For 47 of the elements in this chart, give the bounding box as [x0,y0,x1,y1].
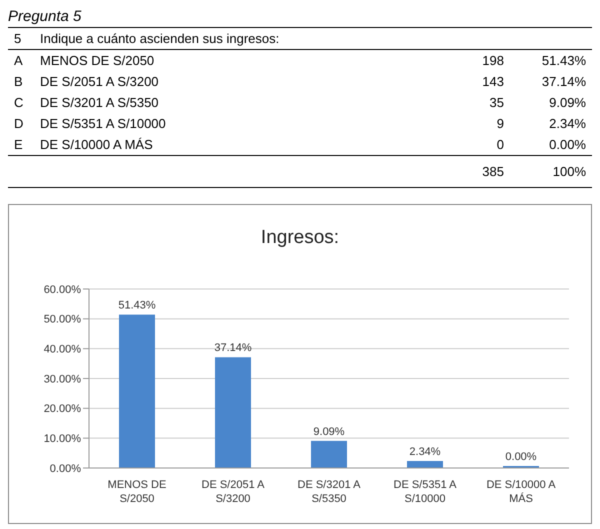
bar [407,461,443,468]
data-label: 2.34% [548,115,587,133]
chart-title: Ingresos: [260,227,340,249]
text: C [13,94,24,112]
data-label: 0.00% [505,451,537,463]
category-label: DE S/2051 A S/3200 [39,73,160,91]
text: E [13,136,24,154]
bar [215,357,251,468]
x-tick-label: DE S/5351 A S/10000 [394,479,458,505]
data-label: 0.00% [548,136,587,154]
data-label: 9.09% [313,426,345,438]
y-tick-label: 40.00% [44,344,82,356]
x-tick-label: DE S/2051 A S/3200 [202,479,266,505]
y-tick-label: 30.00% [44,373,82,386]
data-label: 51.43% [118,300,156,312]
category-label: DE S/3201 A S/5350 [39,94,160,112]
data-label: 37.14% [214,342,252,354]
bar [311,440,347,468]
text: A [13,52,24,70]
data-label: 2.34% [409,446,441,458]
data-label: 0 [496,136,505,154]
x-tick-label: DE S/3201 A S/5350 [298,479,362,505]
text: Indique a cuánto ascienden sus ingresos: [39,30,280,48]
x-tick-label: MENOS DE S/2050 [108,479,166,505]
text: Pregunta 5 [8,8,82,25]
y-tick-label: 10.00% [44,433,82,446]
category-label: DE S/10000 A MÁS [39,136,154,154]
y-tick-label: 60.00% [44,284,82,296]
category-label: MENOS DE S/2050 [39,52,156,70]
data-label: 37.14% [540,73,587,91]
data-label: 51.43% [540,52,587,70]
data-label: 9.09% [548,94,587,112]
y-tick-label: 50.00% [44,314,82,326]
text: 5 [13,30,22,48]
bar [119,314,155,468]
text: 385 [481,163,505,181]
category-label: DE S/5351 A S/10000 [39,115,167,133]
text: 100% [552,163,587,181]
y-tick-label: 0.00% [50,462,82,475]
y-tick-label: 20.00% [44,403,82,416]
data-label: 198 [481,52,505,70]
text: B [13,73,24,91]
text: D [13,115,24,133]
data-label: 9 [496,115,505,133]
data-label: 35 [488,94,505,112]
data-label: 143 [481,73,505,91]
x-tick-label: DE S/10000 A MÁS [486,479,556,505]
